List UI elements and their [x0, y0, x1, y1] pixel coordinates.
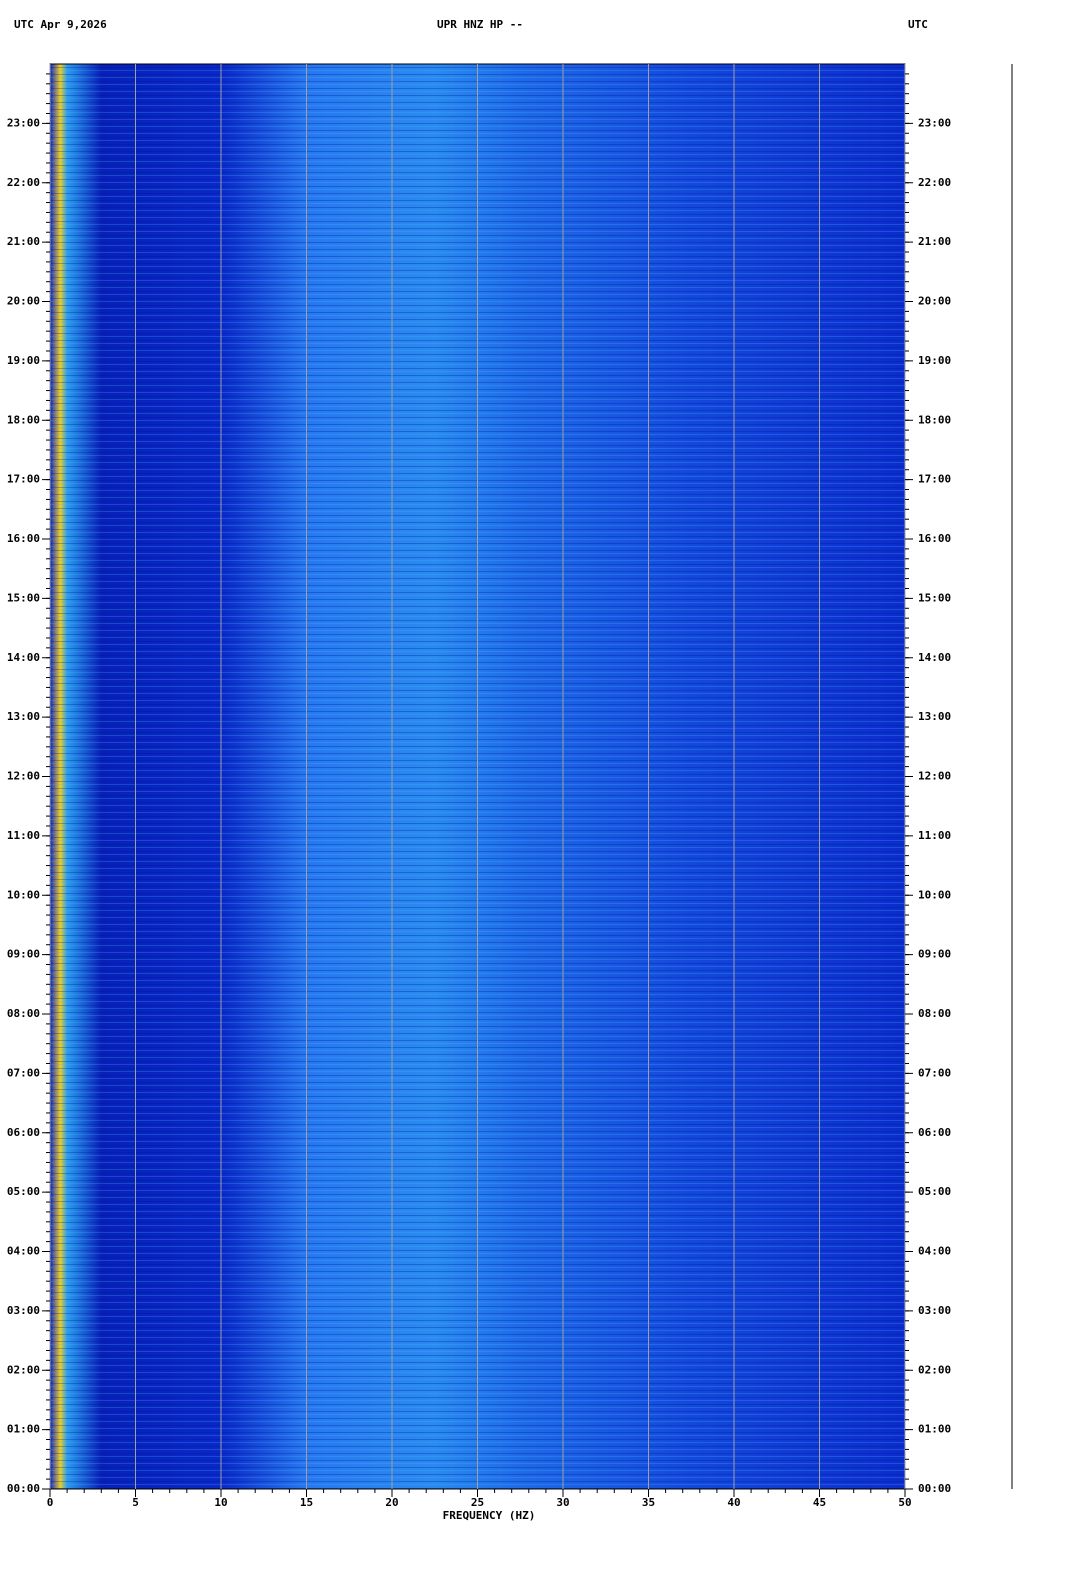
y-tick-label: 02:00	[918, 1363, 951, 1376]
x-tick-label: 25	[471, 1496, 484, 1509]
y-tick-label: 13:00	[7, 710, 40, 723]
y-tick-label: 14:00	[7, 651, 40, 664]
y-tick-label: 10:00	[918, 888, 951, 901]
y-tick-label: 03:00	[7, 1304, 40, 1317]
y-tick-label: 05:00	[918, 1185, 951, 1198]
y-tick-label: 08:00	[7, 1007, 40, 1020]
y-tick-label: 07:00	[7, 1066, 40, 1079]
y-tick-label: 00:00	[7, 1482, 40, 1495]
y-tick-label: 22:00	[7, 176, 40, 189]
y-tick-label: 03:00	[918, 1304, 951, 1317]
y-tick-label: 16:00	[7, 532, 40, 545]
y-tick-label: 09:00	[7, 948, 40, 961]
y-tick-label: 04:00	[7, 1245, 40, 1258]
y-tick-label: 01:00	[7, 1423, 40, 1436]
y-tick-label: 21:00	[7, 235, 40, 248]
x-tick-label: 35	[642, 1496, 655, 1509]
y-tick-label: 11:00	[7, 829, 40, 842]
y-tick-label: 11:00	[918, 829, 951, 842]
y-tick-label: 10:00	[7, 888, 40, 901]
y-tick-label: 07:00	[918, 1066, 951, 1079]
y-tick-label: 02:00	[7, 1363, 40, 1376]
x-tick-label: 0	[47, 1496, 54, 1509]
y-tick-label: 15:00	[7, 591, 40, 604]
y-tick-label: 18:00	[7, 413, 40, 426]
y-tick-label: 01:00	[918, 1423, 951, 1436]
utc-label: UTC	[908, 18, 928, 31]
y-tick-label: 05:00	[7, 1185, 40, 1198]
y-tick-label: 19:00	[918, 354, 951, 367]
date-label: UTC Apr 9,2026	[14, 18, 107, 31]
x-tick-label: 20	[385, 1496, 398, 1509]
y-tick-label: 13:00	[918, 710, 951, 723]
x-axis-label: FREQUENCY (HZ)	[443, 1509, 536, 1522]
y-tick-label: 12:00	[7, 770, 40, 783]
y-tick-label: 06:00	[918, 1126, 951, 1139]
y-tick-label: 17:00	[7, 473, 40, 486]
x-tick-label: 40	[727, 1496, 740, 1509]
y-tick-label: 06:00	[7, 1126, 40, 1139]
y-tick-label: 21:00	[918, 235, 951, 248]
x-tick-label: 5	[132, 1496, 139, 1509]
y-tick-label: 14:00	[918, 651, 951, 664]
y-tick-label: 17:00	[918, 473, 951, 486]
chart-title: UPR HNZ HP --	[437, 18, 523, 31]
y-tick-label: 20:00	[7, 295, 40, 308]
x-tick-label: 10	[214, 1496, 227, 1509]
y-tick-label: 15:00	[918, 591, 951, 604]
y-tick-label: 00:00	[918, 1482, 951, 1495]
y-tick-label: 18:00	[918, 413, 951, 426]
x-tick-label: 15	[300, 1496, 313, 1509]
y-tick-label: 23:00	[7, 116, 40, 129]
y-tick-label: 08:00	[918, 1007, 951, 1020]
y-tick-label: 23:00	[918, 116, 951, 129]
y-tick-label: 19:00	[7, 354, 40, 367]
x-tick-label: 50	[898, 1496, 911, 1509]
y-tick-label: 12:00	[918, 770, 951, 783]
y-tick-label: 22:00	[918, 176, 951, 189]
y-tick-label: 16:00	[918, 532, 951, 545]
y-tick-label: 04:00	[918, 1245, 951, 1258]
y-tick-label: 20:00	[918, 295, 951, 308]
x-tick-label: 30	[556, 1496, 569, 1509]
x-tick-label: 45	[813, 1496, 826, 1509]
y-tick-label: 09:00	[918, 948, 951, 961]
